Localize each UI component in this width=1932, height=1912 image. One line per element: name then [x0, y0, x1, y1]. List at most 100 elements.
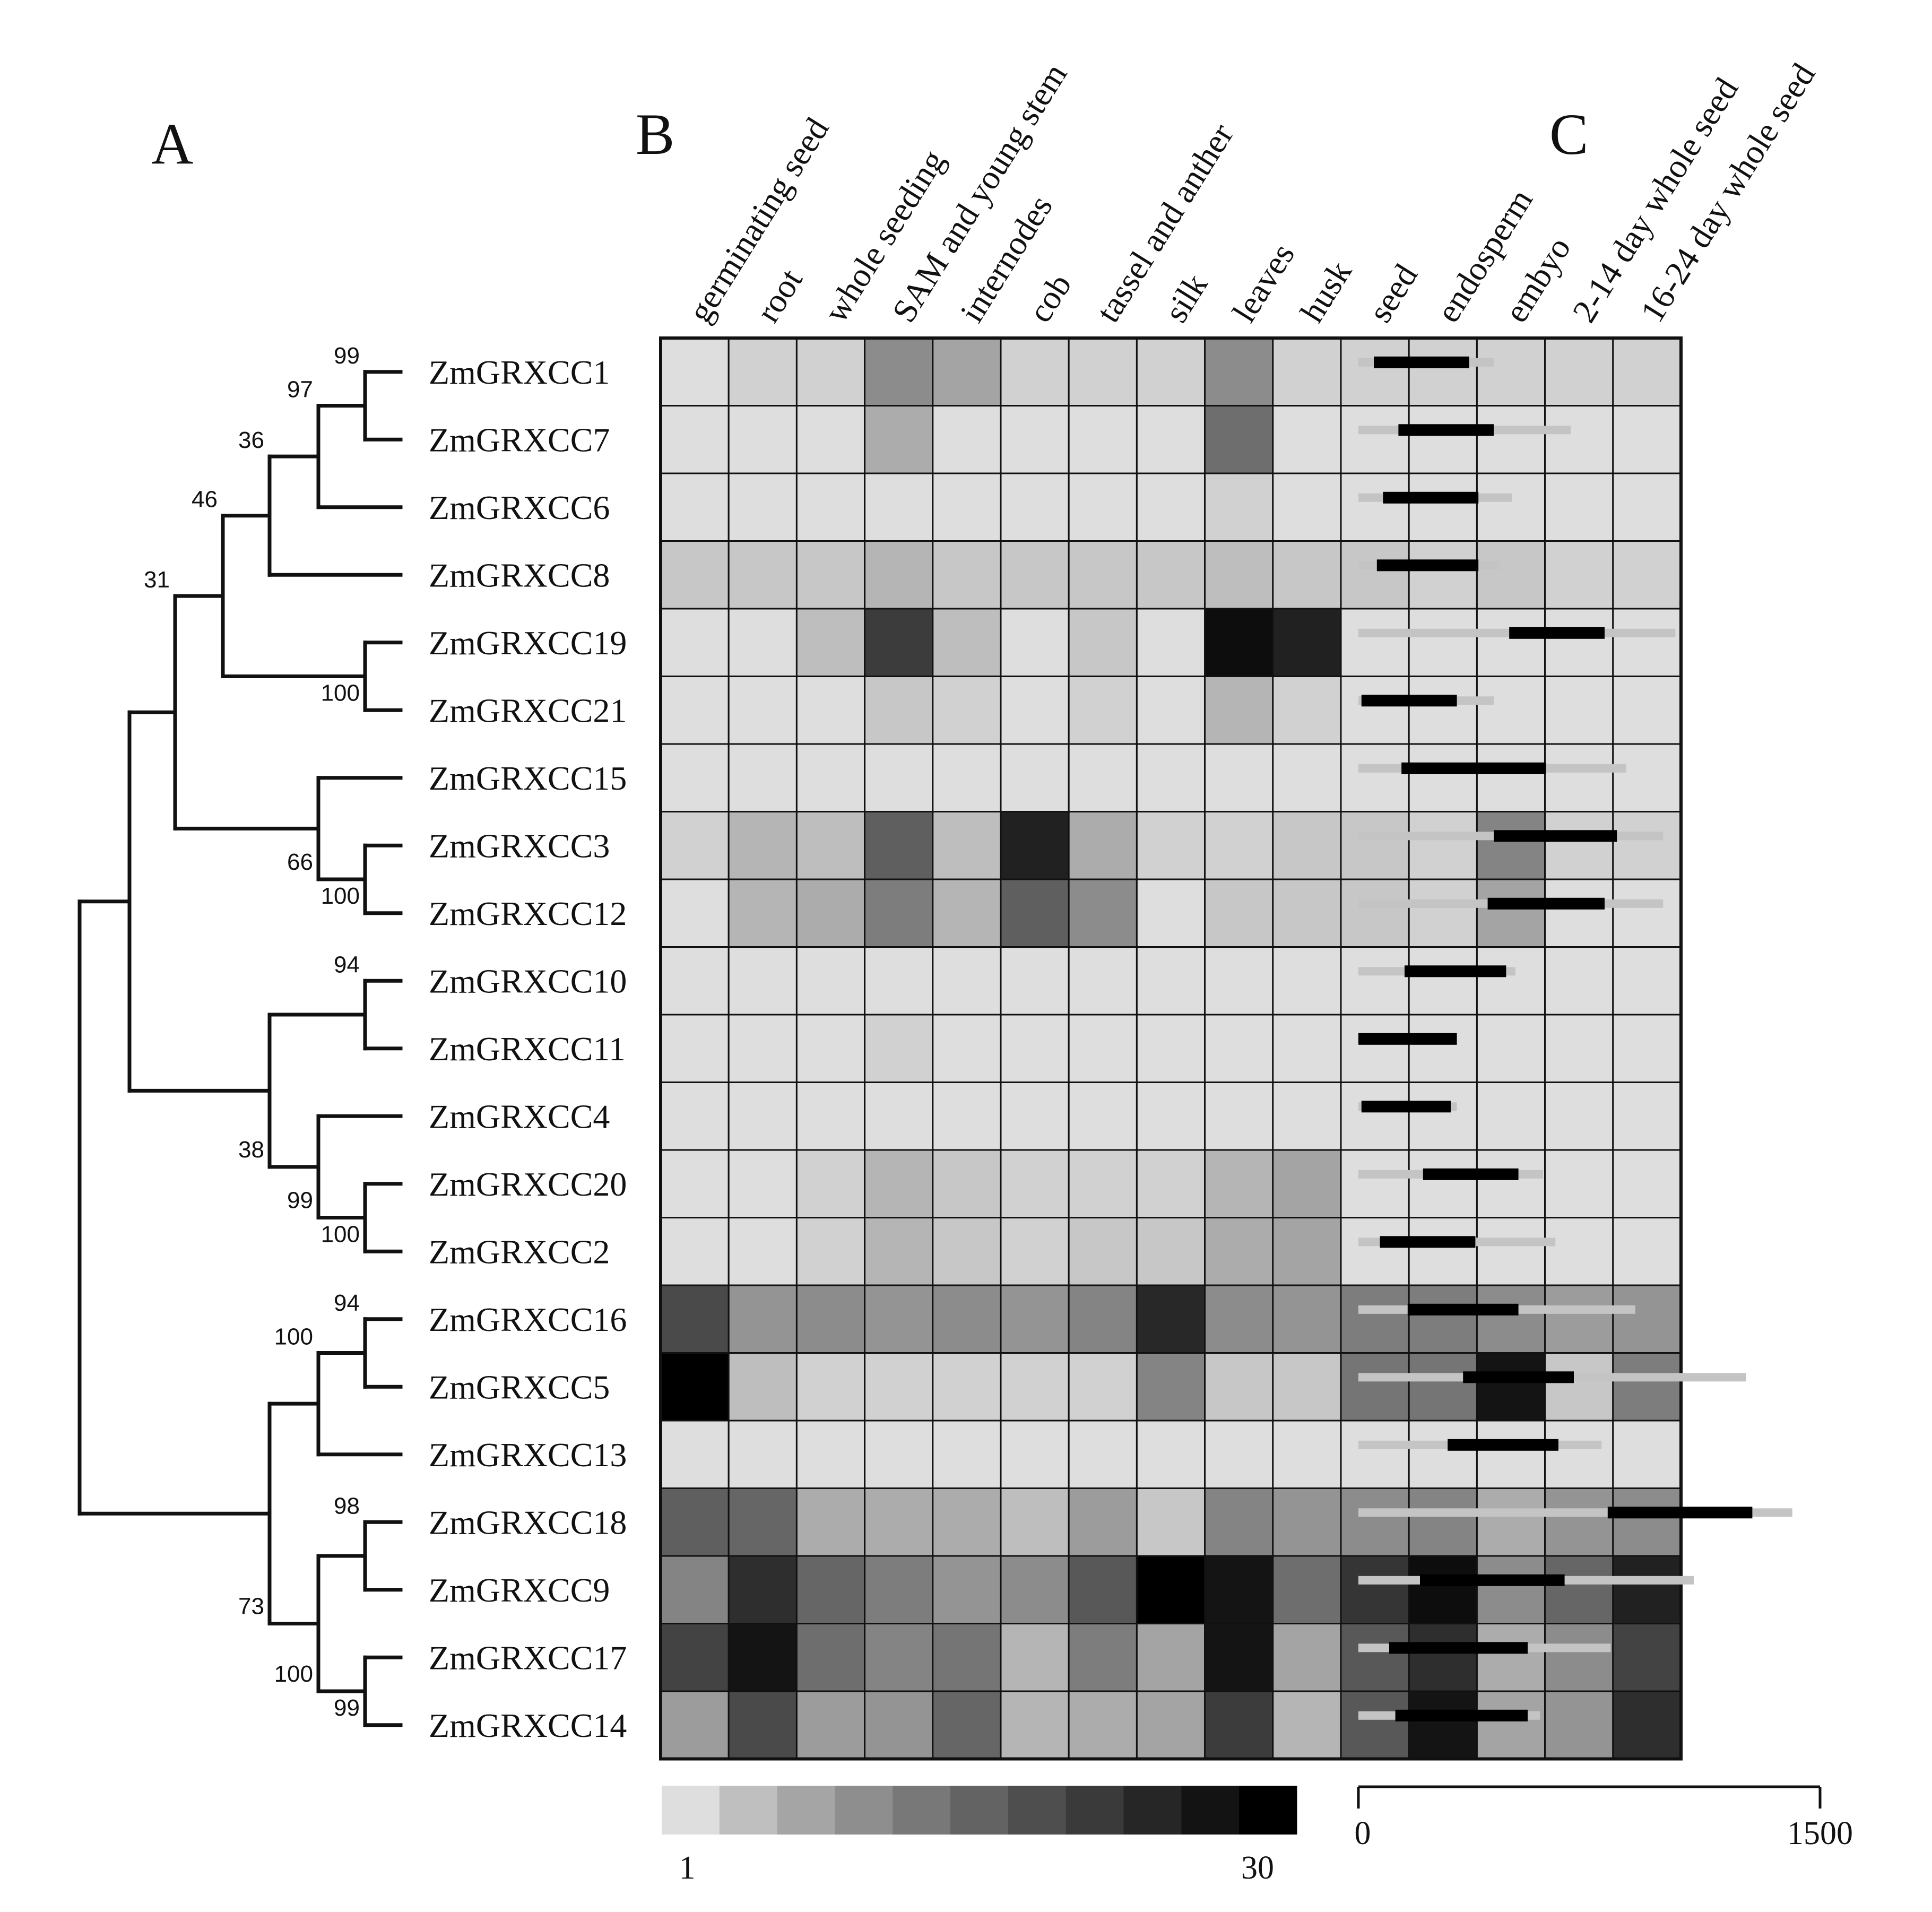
gene-label: ZmGRXCC10 [429, 962, 627, 1000]
gene-cds-bar [1395, 1709, 1528, 1721]
heatmap-cell [1204, 1420, 1274, 1489]
heatmap-cell [795, 337, 866, 406]
heatmap-cell [1272, 1487, 1342, 1557]
heatmap-cell [1544, 608, 1614, 677]
heatmap-cell [1068, 1690, 1138, 1760]
gene-label: ZmGRXCC11 [429, 1030, 626, 1068]
heatmap-cell [932, 743, 1002, 812]
heatmap-cell [1000, 676, 1070, 745]
heatmap-cell [1476, 1014, 1546, 1083]
heatmap-cell [727, 405, 798, 474]
heatmap-cell [1136, 1082, 1206, 1151]
heatmap-cell [1204, 1217, 1274, 1286]
heatmap-cell [1476, 405, 1546, 474]
heatmap-cell [1272, 676, 1342, 745]
heatmap-cell [1544, 540, 1614, 610]
heatmap-cell [727, 1420, 798, 1489]
panel-label-a: A [151, 111, 193, 176]
heatmap-cell [1544, 676, 1614, 745]
heatmap-cell [727, 1487, 798, 1557]
heatmap-cell [1612, 472, 1682, 542]
heatmap-cell [1204, 946, 1274, 1016]
heatmap-cell [660, 540, 730, 610]
heatmap-cell [1340, 811, 1410, 880]
heatmap-cell [1340, 1690, 1410, 1760]
panel-label-b: B [636, 102, 674, 167]
heatmap-cell [1000, 1487, 1070, 1557]
heatmap-cell [660, 608, 730, 677]
heatmap-cell [1612, 608, 1682, 677]
gene-label: ZmGRXCC18 [429, 1503, 627, 1541]
heatmap-cell [932, 1487, 1002, 1557]
gene-label: ZmGRXCC8 [429, 556, 610, 594]
heatmap-cell [1476, 1149, 1546, 1218]
heatmap-cell [1272, 405, 1342, 474]
heatmap-cell [1000, 540, 1070, 610]
heatmap-cell [1544, 405, 1614, 474]
heatmap-cell [1204, 1014, 1274, 1083]
heatmap-cell [1000, 1217, 1070, 1286]
heatmap-cell [864, 472, 934, 542]
gene-label: ZmGRXCC9 [429, 1571, 610, 1609]
heatmap-cell [864, 1284, 934, 1354]
heatmap-cell [1340, 743, 1410, 812]
heatmap-cell [932, 1082, 1002, 1151]
heatmap-cell [1136, 1690, 1206, 1760]
heatmap-cell [795, 1690, 866, 1760]
heatmap-cell [1136, 405, 1206, 474]
heatmap-cell [660, 1014, 730, 1083]
heatmap-cell [1272, 1014, 1342, 1083]
heatmap-cell [1136, 743, 1206, 812]
colorbar-step [1239, 1786, 1297, 1835]
heatmap-cell [1000, 1690, 1070, 1760]
heatmap-cell [1408, 608, 1478, 677]
heatmap-cell [932, 811, 1002, 880]
heatmap-cell [1000, 1352, 1070, 1422]
heatmap-cell [932, 337, 1002, 406]
heatmap-cell [727, 743, 798, 812]
heatmap-cell [1136, 676, 1206, 745]
heatmap-cell [1544, 811, 1614, 880]
heatmap-cell [1000, 811, 1070, 880]
heatmap-cell [1340, 1623, 1410, 1692]
heatmap-cell [1068, 337, 1138, 406]
heatmap-cell [1408, 1555, 1478, 1624]
heatmap-cell [1000, 472, 1070, 542]
heatmap-cell [1544, 1217, 1614, 1286]
heatmap-cell [795, 1487, 866, 1557]
heatmap-cell [727, 1082, 798, 1151]
heatmap-cell [1476, 472, 1546, 542]
heatmap-cell [1340, 1487, 1410, 1557]
heatmap-cell [660, 472, 730, 542]
gene-label: ZmGRXCC6 [429, 489, 610, 526]
colorbar-step [777, 1786, 835, 1835]
heatmap-cell [1272, 1284, 1342, 1354]
bootstrap-label: 100 [321, 883, 360, 909]
gene-cds-bar [1607, 1507, 1753, 1519]
heatmap-cell [1068, 1623, 1138, 1692]
heatmap-cell [864, 676, 934, 745]
heatmap-cell [1476, 1217, 1546, 1286]
heatmap-cell [1544, 472, 1614, 542]
heatmap-cell [1544, 1352, 1614, 1422]
heatmap [659, 336, 1683, 1761]
heatmap-cell [1408, 1217, 1478, 1286]
gene-cds-bar [1448, 1439, 1558, 1451]
bootstrap-label: 46 [192, 487, 218, 513]
heatmap-cell [1136, 1014, 1206, 1083]
heatmap-cell [1068, 1487, 1138, 1557]
heatmap-cell [1272, 1690, 1342, 1760]
gene-cds-bar [1463, 1371, 1574, 1383]
gene-cds-bar [1361, 1101, 1451, 1113]
gene-label: ZmGRXCC12 [429, 895, 627, 932]
colorbar-step [950, 1786, 1009, 1835]
heatmap-cell [1544, 1149, 1614, 1218]
heatmap-cell [1136, 1623, 1206, 1692]
heatmap-cell [864, 946, 934, 1016]
heatmap-cell [1476, 676, 1546, 745]
heatmap-cell [932, 472, 1002, 542]
gene-cds-bar [1383, 491, 1479, 504]
gene-cds-bar [1407, 1303, 1519, 1316]
colorbar-step [1008, 1786, 1067, 1835]
